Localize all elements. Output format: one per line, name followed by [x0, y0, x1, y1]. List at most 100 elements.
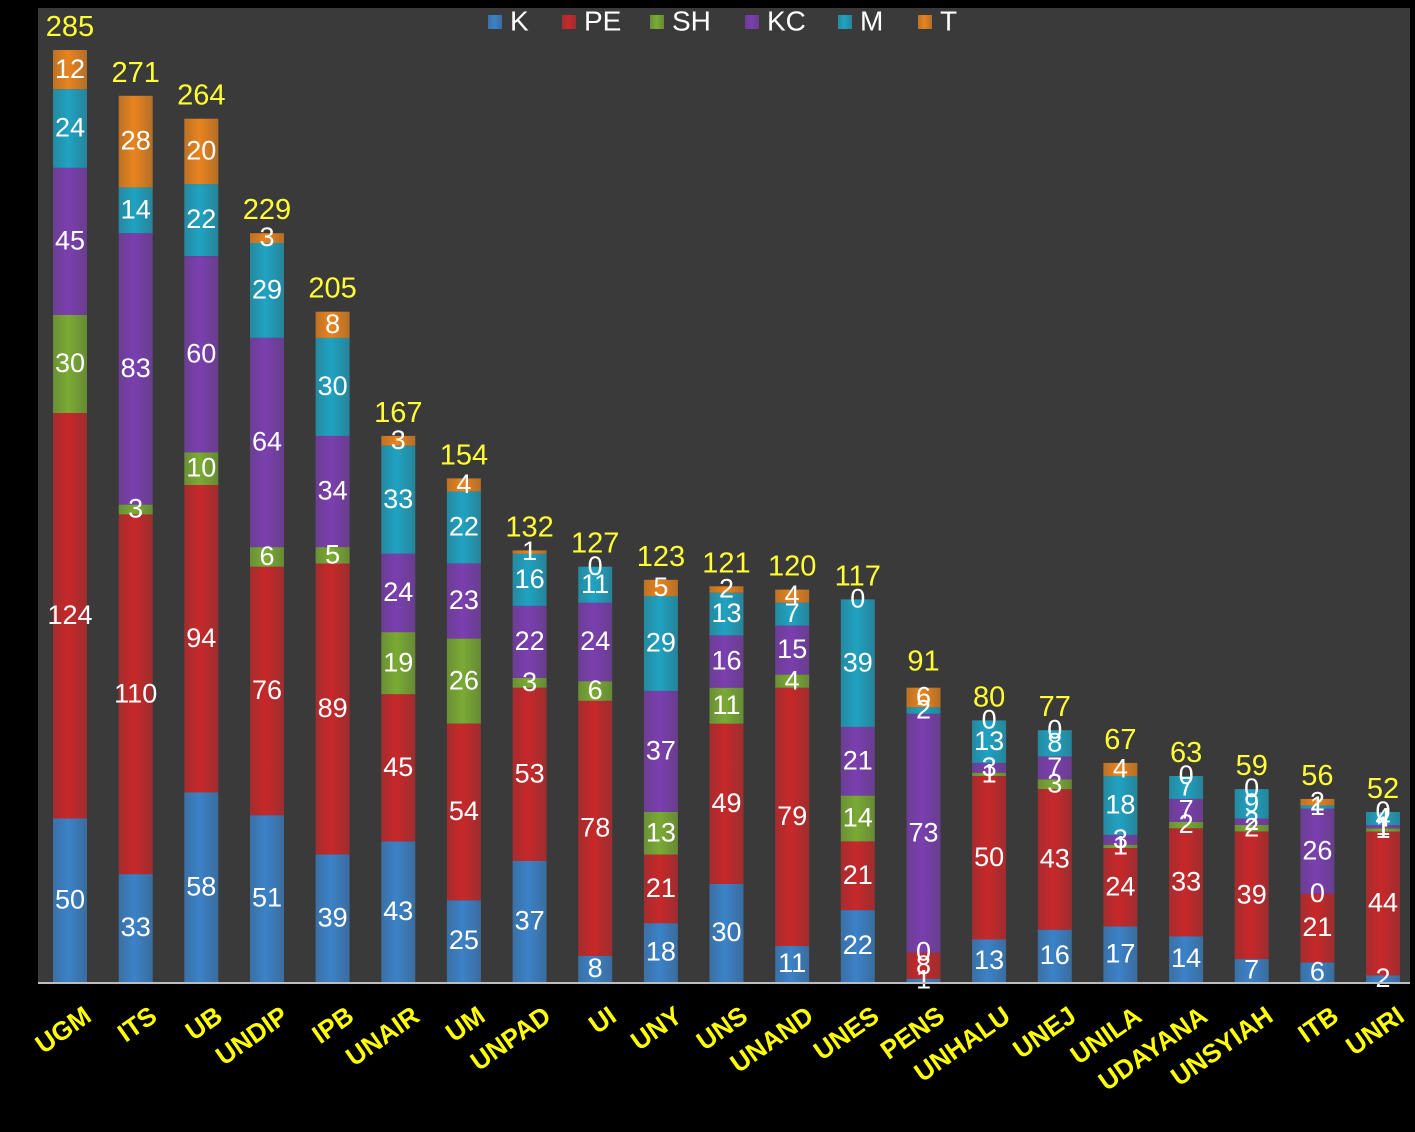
data-label-unes-pe: 21 — [843, 860, 873, 890]
data-label-ub-t: 20 — [186, 136, 216, 166]
bar-unhalu-kc — [972, 762, 1007, 773]
data-label-um-t: 4 — [456, 469, 471, 499]
data-label-itb-kc: 26 — [1302, 835, 1332, 865]
data-label-uny-k: 18 — [646, 937, 676, 967]
bar-unand-pe — [775, 687, 810, 946]
bar-ipb-sh — [315, 547, 350, 564]
data-label-unes-sh: 14 — [843, 803, 873, 833]
data-label-unri-kc: 1 — [1375, 811, 1390, 841]
data-label-ui-kc: 24 — [580, 626, 610, 656]
bar-ub-m — [184, 184, 219, 256]
bar-unej-kc — [1037, 756, 1072, 780]
bar-uns-sh — [709, 687, 744, 724]
total-label-unhalu: 80 — [973, 681, 1005, 713]
data-label-unes-k: 22 — [843, 930, 873, 960]
data-label-unej-t: 0 — [1047, 714, 1062, 744]
total-label-unes: 117 — [835, 560, 881, 592]
total-label-undip: 229 — [243, 194, 291, 226]
bar-um-k — [446, 900, 481, 983]
category-label-ugm: UGM — [30, 1000, 97, 1059]
bar-its-pe — [118, 514, 153, 875]
data-label-pens-t: 6 — [916, 682, 931, 712]
bar-unri-pe — [1366, 831, 1400, 976]
bar-unhalu-pe — [972, 776, 1007, 940]
data-label-undip-kc: 64 — [252, 427, 282, 457]
bar-unair-k — [381, 841, 416, 982]
data-label-ipb-k: 39 — [318, 902, 348, 932]
total-label-unsyiah: 59 — [1236, 750, 1268, 782]
bar-undip-t — [250, 233, 284, 243]
bar-itb-kc — [1300, 808, 1335, 894]
data-label-ui-m: 11 — [581, 569, 609, 599]
bar-uns-k — [709, 883, 744, 982]
legend-swatch-kc — [745, 15, 759, 29]
data-label-unand-sh: 4 — [785, 665, 800, 695]
data-label-unair-t: 3 — [391, 425, 406, 455]
data-label-unri-k: 2 — [1375, 963, 1390, 993]
bar-uny-pe — [643, 854, 678, 924]
data-label-undip-pe: 76 — [252, 675, 282, 705]
bar-um-pe — [446, 723, 481, 901]
bar-unand-sh — [775, 674, 810, 688]
bar-unri-kc — [1366, 825, 1400, 829]
data-label-unej-pe: 43 — [1040, 844, 1070, 874]
data-label-unri-t: 0 — [1375, 796, 1390, 826]
bar-ugm-sh — [53, 314, 87, 413]
bar-undip-k — [250, 815, 284, 982]
bar-pens-k — [906, 978, 941, 982]
bar-itb-m — [1300, 805, 1335, 809]
data-label-unila-sh: 1 — [1113, 830, 1128, 860]
legend-swatch-sh — [650, 15, 664, 29]
data-label-unpad-kc: 22 — [515, 626, 545, 656]
data-label-undip-t: 3 — [259, 222, 274, 252]
data-label-udayana-m: 7 — [1179, 772, 1194, 802]
data-label-pens-k: 1 — [916, 965, 931, 995]
data-label-unej-sh: 3 — [1047, 768, 1062, 798]
bar-ub-kc — [184, 256, 219, 453]
bar-unsyiah-k — [1234, 959, 1269, 982]
data-label-unhalu-k: 13 — [974, 945, 1004, 975]
bar-undip-kc — [250, 337, 284, 548]
bar-uns-m — [709, 592, 744, 636]
bar-uns-kc — [709, 635, 744, 688]
bar-unri-k — [1366, 975, 1400, 982]
data-label-ugm-t: 12 — [55, 54, 85, 84]
total-label-unand: 120 — [768, 551, 816, 583]
total-label-its: 271 — [112, 57, 160, 89]
bar-um-sh — [446, 638, 481, 724]
bar-ipb-t — [315, 311, 350, 338]
bar-ub-t — [184, 118, 219, 185]
data-label-unri-pe: 44 — [1368, 888, 1398, 918]
bar-unpad-kc — [512, 606, 547, 678]
data-label-ui-t: 0 — [588, 551, 603, 581]
bar-unej-m — [1037, 730, 1072, 757]
data-label-pens-kc: 73 — [908, 817, 938, 847]
data-label-uns-kc: 16 — [711, 646, 741, 676]
bar-uny-m — [643, 596, 678, 691]
bar-pens-pe — [906, 952, 941, 979]
data-label-ipb-pe: 89 — [318, 693, 348, 723]
bar-ui-pe — [578, 700, 613, 956]
bar-ub-pe — [184, 485, 219, 793]
data-label-um-k: 25 — [449, 925, 479, 955]
data-label-unpad-pe: 53 — [515, 759, 545, 789]
data-label-itb-t: 2 — [1310, 786, 1325, 816]
bar-um-kc — [446, 563, 481, 639]
bar-uny-sh — [643, 812, 678, 855]
bar-its-k — [118, 874, 153, 982]
data-label-unhalu-kc: 3 — [982, 752, 997, 782]
bar-ugm-pe — [53, 413, 87, 819]
data-label-ub-kc: 60 — [186, 338, 216, 368]
bar-ui-sh — [578, 681, 613, 701]
data-label-unsyiah-t: 0 — [1244, 773, 1259, 803]
data-label-unand-pe: 79 — [777, 801, 807, 831]
total-label-uny: 123 — [637, 541, 685, 573]
data-label-unri-sh: 1 — [1375, 814, 1390, 844]
total-label-unair: 167 — [374, 397, 422, 429]
data-label-ub-m: 22 — [186, 204, 216, 234]
data-label-its-m: 14 — [121, 194, 151, 224]
bar-udayana-kc — [1169, 798, 1204, 822]
total-label-ipb: 205 — [308, 273, 356, 305]
